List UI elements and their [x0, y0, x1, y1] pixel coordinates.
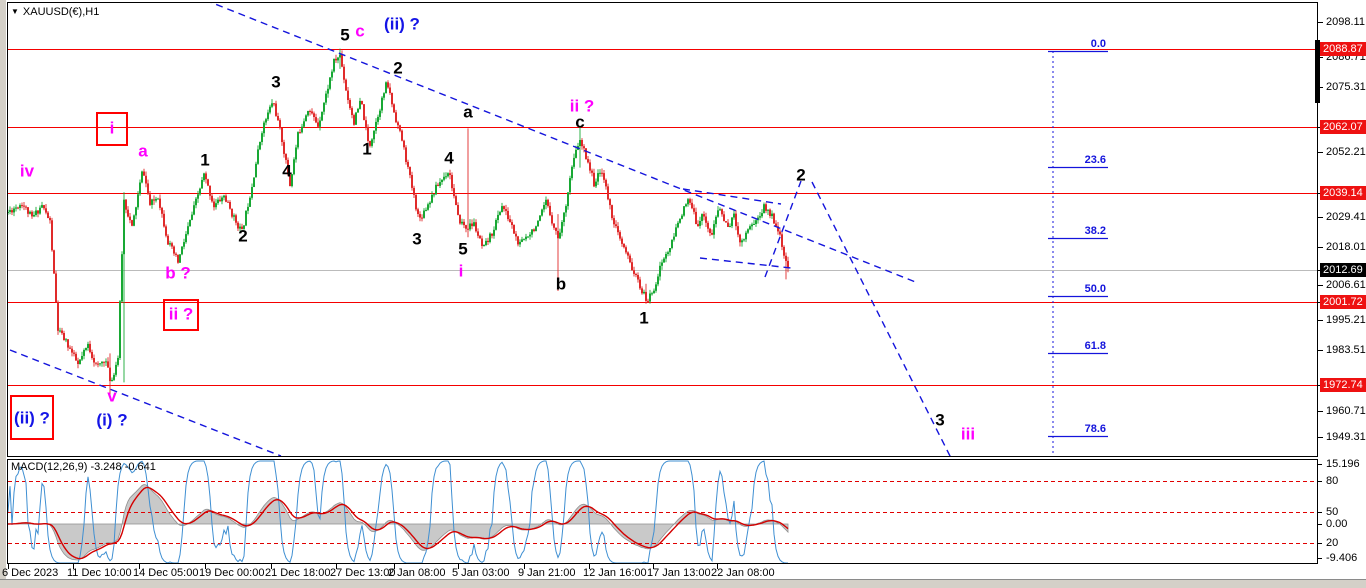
candles-layer — [8, 48, 789, 399]
trendlines-layer — [9, 3, 951, 456]
macd-layer — [8, 460, 1317, 563]
hlines-layer — [8, 49, 1317, 386]
fibonacci-layer — [1048, 50, 1108, 455]
